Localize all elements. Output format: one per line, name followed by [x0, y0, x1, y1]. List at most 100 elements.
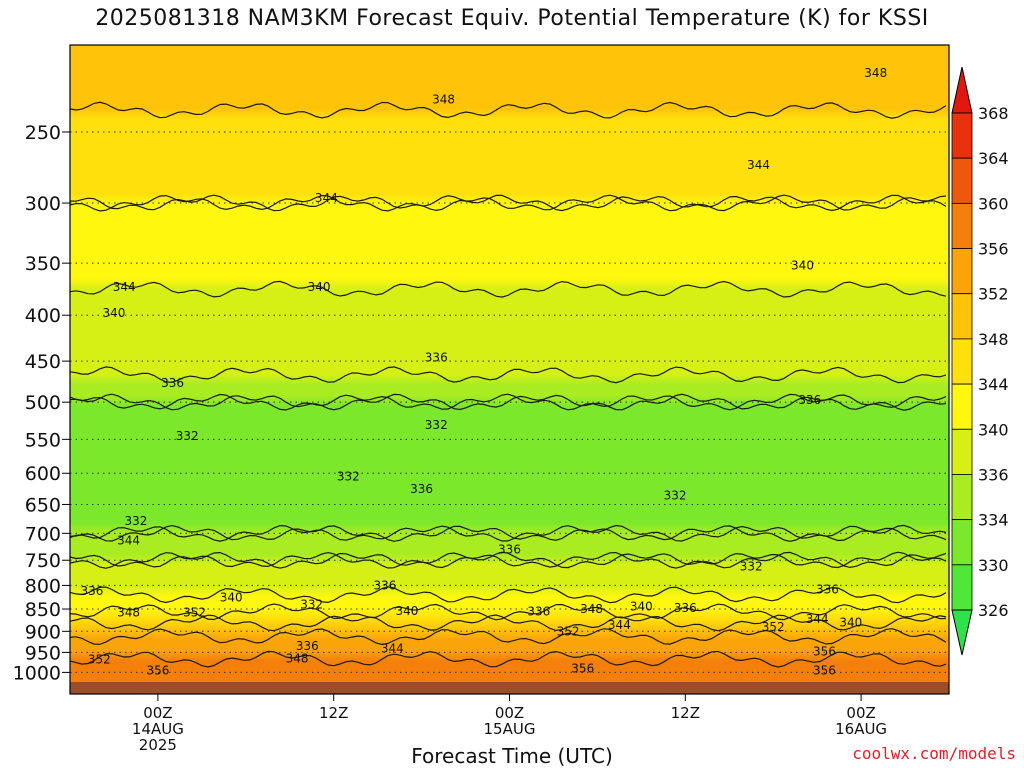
- theta-e-field: [70, 45, 949, 682]
- contour-label: 332: [740, 559, 763, 573]
- colorbar-label: 364: [978, 149, 1009, 168]
- contour-344: [69, 194, 947, 212]
- y-tick-label: 750: [25, 550, 61, 572]
- y-tick-label: 450: [25, 351, 61, 373]
- ground-strip: [70, 682, 949, 694]
- contour-label: 340: [395, 604, 418, 618]
- contour-label: 336: [798, 393, 821, 407]
- contour-label: 336: [527, 604, 550, 618]
- contour-label: 344: [806, 612, 829, 626]
- x-axis-title: Forecast Time (UTC): [411, 744, 613, 768]
- x-tick-label: 2025: [139, 736, 177, 754]
- contour-label: 356: [571, 661, 594, 675]
- contour-334: [69, 393, 947, 411]
- ground-strip: [70, 682, 949, 694]
- contour-label: 344: [608, 618, 631, 632]
- x-tick-label: 12Z: [319, 704, 348, 722]
- contour-344: [69, 603, 947, 621]
- x-tick-label: 00Z: [846, 704, 875, 722]
- contour-label: 336: [498, 543, 521, 557]
- colorbar-swatch: [951, 383, 973, 430]
- contour-label: 344: [747, 158, 770, 172]
- colorbar-swatch: [951, 564, 973, 611]
- contour-label: 336: [296, 639, 319, 653]
- y-tick-label: 250: [25, 122, 61, 144]
- contour-label: 340: [791, 258, 814, 272]
- chart-title: 2025081318 NAM3KM Forecast Equiv. Potent…: [95, 6, 929, 31]
- contour-label: 336: [674, 601, 697, 615]
- y-tick-label: 350: [25, 253, 61, 275]
- contour-lines: [69, 101, 947, 668]
- colorbar-swatch: [951, 428, 973, 475]
- contour-label: 352: [762, 620, 785, 634]
- y-tick-label: 850: [25, 599, 61, 621]
- contour-340: [69, 586, 947, 604]
- contour-352: [69, 628, 947, 646]
- contour-label: 352: [557, 624, 580, 638]
- gridlines: [70, 131, 949, 673]
- contour-label: 356: [813, 663, 836, 677]
- colorbar-swatch: [951, 474, 973, 521]
- colorbar-label: 344: [978, 375, 1009, 394]
- colorbar-label: 326: [978, 601, 1009, 620]
- contour-356: [69, 650, 947, 668]
- site-credit[interactable]: coolwx.com/models: [852, 744, 1016, 763]
- contour-label: 336: [816, 582, 839, 596]
- contour-label: 344: [381, 641, 404, 655]
- y-tick-label: 400: [25, 305, 61, 327]
- contour-label: 340: [102, 306, 125, 320]
- contour-334: [69, 393, 947, 411]
- colorbar-label: 360: [978, 194, 1009, 213]
- contour-348: [69, 614, 947, 632]
- contour-label: 356: [146, 663, 169, 677]
- colorbar-label: 340: [978, 420, 1009, 439]
- x-tick-label: 15AUG: [484, 720, 536, 738]
- contour-label: 340: [308, 280, 331, 294]
- contour-label: 340: [839, 616, 862, 630]
- contour-label: 340: [220, 590, 243, 604]
- contour-label: 332: [176, 429, 199, 443]
- y-tick-label: 650: [25, 494, 61, 516]
- y-tick-label: 950: [25, 642, 61, 664]
- contour-label: 336: [81, 584, 104, 598]
- x-tick-label: 00Z: [495, 704, 524, 722]
- y-tick-label: 600: [25, 463, 61, 485]
- contour-336: [69, 551, 947, 569]
- colorbar-swatch: [951, 248, 973, 295]
- contour-340: [69, 280, 947, 298]
- contour-label: 344: [315, 191, 338, 205]
- colorbar-label: 356: [978, 240, 1009, 259]
- y-tick-label: 550: [25, 429, 61, 451]
- contour-label: 332: [124, 514, 147, 528]
- contour-label: 332: [337, 469, 360, 483]
- contour-334: [69, 524, 947, 542]
- contour-348: [69, 101, 947, 119]
- colorbar-swatch: [951, 157, 973, 204]
- contour-label: 332: [664, 488, 687, 502]
- contour-label: 356: [813, 645, 836, 659]
- contour-label: 332: [425, 418, 448, 432]
- contour-label: 352: [88, 653, 111, 667]
- colorbar-extend-top: [951, 66, 973, 114]
- colorbar-label: 330: [978, 556, 1009, 575]
- colorbar-label: 368: [978, 104, 1009, 123]
- contour-label: 352: [183, 606, 206, 620]
- y-tick-label: 500: [25, 392, 61, 414]
- contour-label: 348: [286, 651, 309, 665]
- y-tick-label: 1000: [13, 662, 61, 684]
- y-tick-label: 300: [25, 193, 61, 215]
- contour-label: 336: [410, 482, 433, 496]
- colorbar-label: 348: [978, 330, 1009, 349]
- x-tick-label: 16AUG: [835, 720, 887, 738]
- contour-344: [69, 194, 947, 212]
- y-tick-label: 800: [25, 575, 61, 597]
- colorbar-label: 334: [978, 511, 1009, 530]
- contour-label: 344: [117, 534, 140, 548]
- contour-label: 336: [161, 376, 184, 390]
- colorbar-swatch: [951, 338, 973, 385]
- colorbar-swatch: [951, 519, 973, 566]
- colorbar: 326 330 334 336 340 344 348 352 356 360 364 368: [951, 66, 1009, 656]
- y-tick-label: 700: [25, 523, 61, 545]
